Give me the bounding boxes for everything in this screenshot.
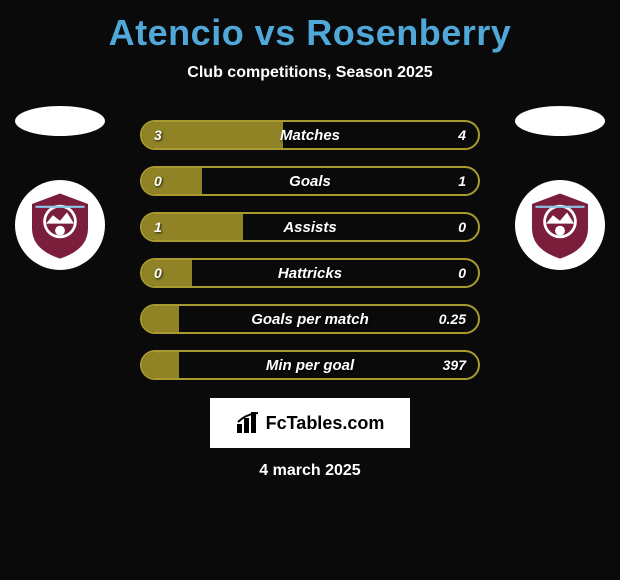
stat-bar: 0 0Hattricks [140, 258, 480, 288]
team-badge-right [515, 180, 605, 270]
stat-bar-fill-left [142, 260, 192, 286]
stat-value-right: 0 [458, 214, 466, 240]
colorado-rapids-logo-icon [525, 190, 595, 260]
stat-value-left: 1 [154, 214, 162, 240]
stat-bar-fill-left [142, 352, 179, 378]
stat-value-left: 3 [154, 122, 162, 148]
brand-text: FcTables.com [266, 413, 385, 434]
stat-value-right: 0 [458, 260, 466, 286]
stat-bar: 0.25Goals per match [140, 304, 480, 334]
bars-icon [236, 412, 262, 434]
player-right-photo-placeholder [515, 106, 605, 136]
team-badge-left [15, 180, 105, 270]
comparison-panel: 34Matches01Goals10Assists00Hattricks0.25… [0, 120, 620, 480]
player-left-column [10, 106, 110, 270]
stat-label: Goals per match [142, 306, 478, 332]
stat-value-left: 0 [154, 260, 162, 286]
subtitle: Club competitions, Season 2025 [0, 64, 620, 82]
stat-bar-fill-left [142, 168, 202, 194]
stat-value-right: 4 [458, 122, 466, 148]
stat-value-left: 0 [154, 168, 162, 194]
footer-date: 4 march 2025 [0, 462, 620, 480]
player-left-photo-placeholder [15, 106, 105, 136]
stat-value-right: 1 [458, 168, 466, 194]
stat-label: Hattricks [142, 260, 478, 286]
stat-bar-fill-left [142, 122, 283, 148]
brand-badge: FcTables.com [210, 398, 410, 448]
stat-bar: 34Matches [140, 120, 480, 150]
stat-label: Min per goal [142, 352, 478, 378]
stat-bar: 10Assists [140, 212, 480, 242]
stat-value-right: 0.25 [439, 306, 466, 332]
stat-bar-fill-left [142, 306, 179, 332]
player-right-column [510, 106, 610, 270]
stat-bar: 397Min per goal [140, 350, 480, 380]
stat-bar: 01Goals [140, 166, 480, 196]
stat-bars-container: 34Matches01Goals10Assists00Hattricks0.25… [140, 120, 480, 380]
colorado-rapids-logo-icon [25, 190, 95, 260]
page-title: Atencio vs Rosenberry [0, 0, 620, 54]
stat-value-right: 397 [443, 352, 466, 378]
